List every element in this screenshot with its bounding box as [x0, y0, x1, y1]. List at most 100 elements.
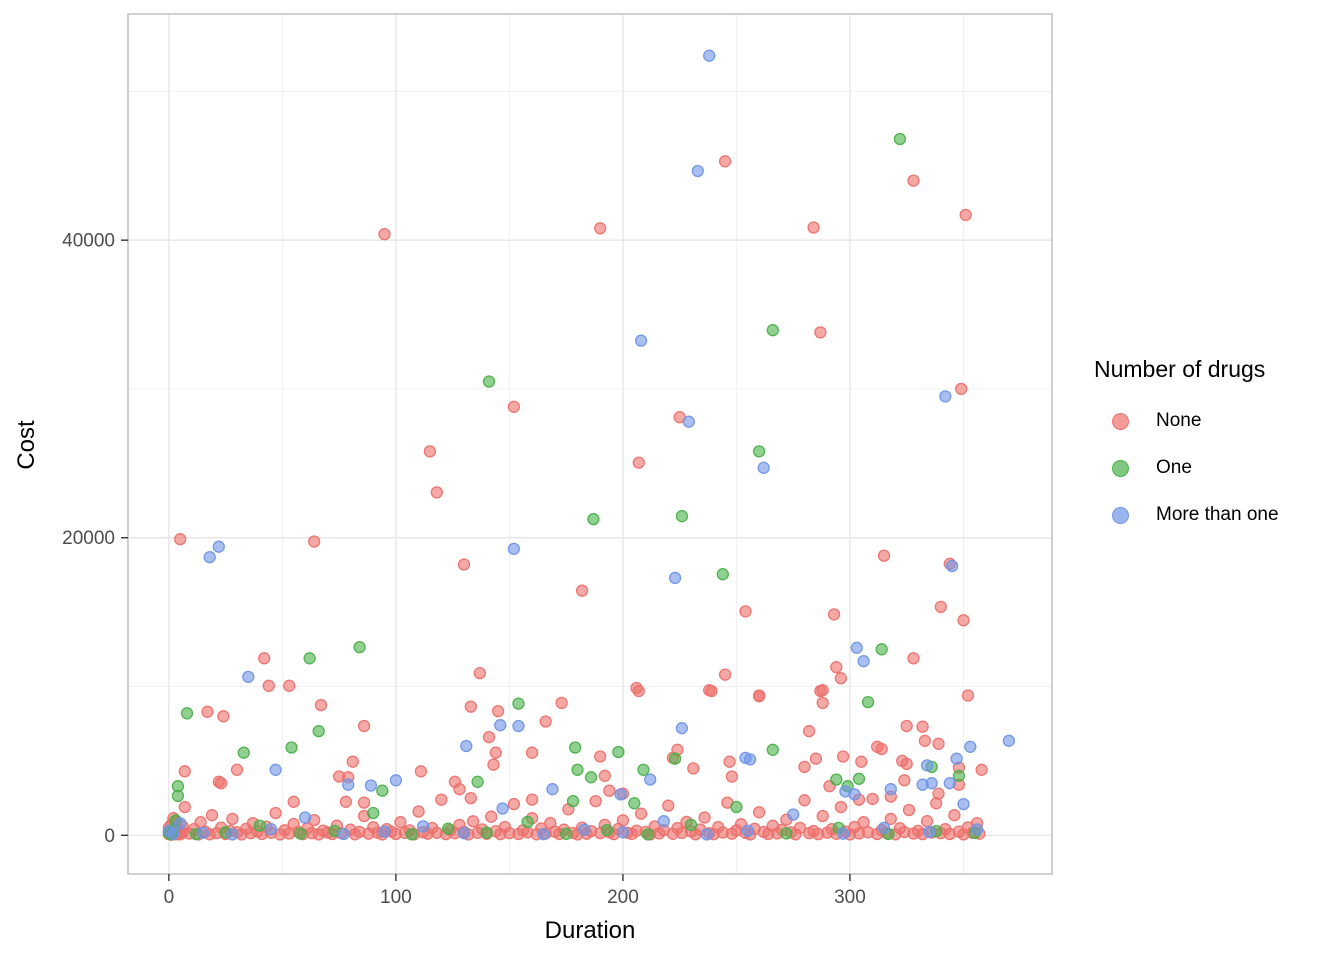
data-point — [836, 750, 850, 763]
data-point — [283, 679, 296, 692]
data-point — [628, 797, 641, 810]
data-point — [269, 763, 282, 776]
data-point — [898, 774, 911, 787]
data-point — [589, 794, 602, 808]
data-point — [787, 808, 800, 821]
data-point — [634, 334, 648, 347]
data-point — [314, 698, 328, 712]
data-point — [975, 763, 988, 776]
legend-key-point-one — [1112, 459, 1129, 477]
data-point — [180, 707, 194, 720]
data-point — [902, 803, 916, 817]
data-point — [827, 608, 841, 621]
data-point — [939, 390, 952, 403]
data-point — [700, 828, 714, 841]
data-point — [632, 456, 645, 469]
data-point — [312, 725, 325, 738]
data-point — [923, 825, 936, 839]
y-tick-label: 40000 — [62, 231, 115, 252]
data-point — [866, 792, 879, 806]
data-point — [416, 820, 430, 833]
data-point — [780, 827, 793, 840]
data-point — [473, 666, 487, 680]
data-point — [698, 811, 711, 824]
data-point — [668, 752, 682, 765]
panel-border — [127, 13, 1053, 875]
data-point — [716, 568, 729, 581]
legend-item-more-than-one: More than one — [1094, 504, 1279, 525]
data-point — [587, 512, 600, 526]
data-point — [834, 800, 848, 814]
data-point — [507, 797, 521, 811]
data-point — [205, 809, 219, 822]
x-tick-label: 0 — [164, 887, 175, 908]
series-one — [162, 132, 981, 841]
legend-item-one: One — [1094, 457, 1279, 478]
data-point — [253, 819, 266, 832]
data-point — [798, 760, 811, 774]
data-point — [657, 815, 670, 828]
data-point — [496, 802, 509, 815]
data-point — [264, 822, 278, 836]
data-point — [346, 755, 359, 768]
data-point — [441, 822, 455, 835]
data-point — [907, 652, 920, 665]
data-point — [816, 696, 829, 710]
data-point — [807, 221, 820, 234]
data-point — [877, 549, 891, 562]
data-point — [684, 818, 698, 832]
data-point — [178, 765, 191, 778]
data-point — [943, 777, 956, 790]
data-point — [430, 486, 443, 499]
data-point — [489, 746, 502, 759]
data-point — [285, 741, 298, 754]
legend-title: Number of drugs — [1094, 356, 1266, 382]
data-point — [405, 828, 418, 841]
data-point — [555, 696, 568, 710]
data-point — [546, 783, 559, 796]
data-point — [575, 584, 589, 597]
data-point — [816, 809, 829, 823]
data-point — [900, 719, 913, 733]
data-point — [412, 805, 425, 818]
data-point — [237, 746, 250, 759]
data-point — [945, 559, 959, 573]
data-point — [494, 719, 507, 732]
data-point — [594, 222, 607, 235]
data-point — [482, 730, 496, 744]
data-point — [171, 789, 185, 803]
data-point — [725, 770, 739, 783]
data-point — [857, 655, 870, 668]
data-point — [616, 814, 630, 827]
data-point — [598, 769, 611, 782]
data-point — [174, 533, 187, 546]
data-point — [675, 510, 689, 523]
data-point — [830, 773, 843, 786]
data-point — [357, 719, 371, 733]
data-point — [752, 690, 766, 703]
data-point — [850, 641, 863, 654]
data-point — [970, 823, 984, 836]
data-point — [603, 784, 616, 797]
data-point — [934, 600, 947, 614]
x-tick-label: 100 — [380, 887, 412, 908]
data-point — [741, 824, 754, 837]
data-point — [357, 796, 371, 809]
data-point — [932, 737, 945, 750]
data-point — [294, 827, 307, 840]
data-point — [212, 540, 225, 553]
data-point — [491, 704, 505, 718]
data-point — [512, 697, 525, 710]
data-point — [507, 400, 521, 413]
data-point — [612, 745, 625, 759]
data-point — [644, 773, 657, 786]
data-point — [242, 670, 255, 684]
data-point — [802, 725, 816, 738]
data-point — [687, 762, 700, 775]
data-point — [487, 758, 500, 771]
data-point — [964, 740, 977, 753]
data-point — [376, 784, 389, 797]
legend-key-point-none — [1112, 412, 1129, 430]
